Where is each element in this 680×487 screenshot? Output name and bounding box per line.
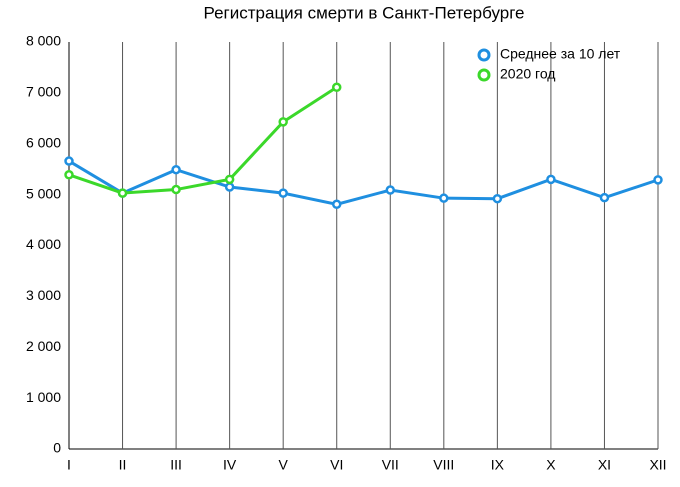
x-tick-label: V: [279, 457, 289, 473]
x-tick-label: I: [67, 457, 71, 473]
x-tick-label: X: [546, 457, 556, 473]
series-line: [68, 159, 659, 206]
legend-label: 2020 год: [500, 66, 555, 82]
data-point: [546, 174, 556, 185]
data-point: [331, 82, 342, 93]
legend-marker: [477, 48, 491, 62]
y-tick-label: 7 000: [26, 84, 61, 100]
x-tick-label: VI: [330, 457, 343, 473]
chart-title: Регистрация смерти в Санкт-Петербурге: [204, 3, 525, 22]
x-tick-label: IV: [223, 457, 237, 473]
x-tick-label: II: [119, 457, 127, 473]
data-point: [492, 193, 503, 204]
data-point: [64, 156, 74, 166]
series-line: [68, 86, 338, 195]
data-point: [224, 182, 235, 192]
data-point: [653, 175, 663, 185]
y-tick-label: 8 000: [26, 33, 61, 49]
y-tick-label: 5 000: [26, 185, 61, 201]
x-tick-label: XII: [649, 457, 666, 473]
data-point: [385, 185, 396, 195]
x-tick-label: VII: [382, 457, 399, 473]
data-point: [224, 174, 235, 185]
y-tick-label: 0: [53, 440, 61, 456]
x-tick-label: IX: [491, 457, 505, 473]
data-point: [278, 188, 288, 198]
legend-marker: [477, 68, 491, 82]
y-tick-label: 1 000: [26, 389, 61, 405]
data-point: [171, 164, 181, 175]
data-point: [64, 170, 74, 180]
data-point: [331, 199, 342, 210]
data-point: [439, 193, 449, 203]
y-tick-label: 6 000: [26, 134, 61, 150]
data-point: [171, 184, 181, 195]
legend-label: Среднее за 10 лет: [500, 46, 621, 62]
x-tick-label: XI: [598, 457, 611, 473]
data-point: [117, 188, 128, 198]
y-tick-label: 3 000: [26, 287, 61, 303]
x-tick-label: III: [170, 457, 182, 473]
data-point: [599, 192, 610, 203]
data-point: [278, 117, 288, 127]
y-tick-label: 4 000: [26, 236, 61, 252]
x-tick-label: VIII: [433, 457, 454, 473]
y-tick-label: 2 000: [26, 338, 61, 354]
